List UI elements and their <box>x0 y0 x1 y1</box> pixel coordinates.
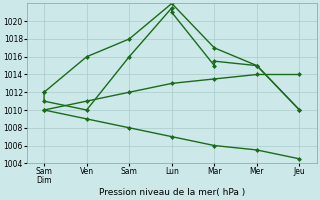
X-axis label: Pression niveau de la mer( hPa ): Pression niveau de la mer( hPa ) <box>99 188 245 197</box>
